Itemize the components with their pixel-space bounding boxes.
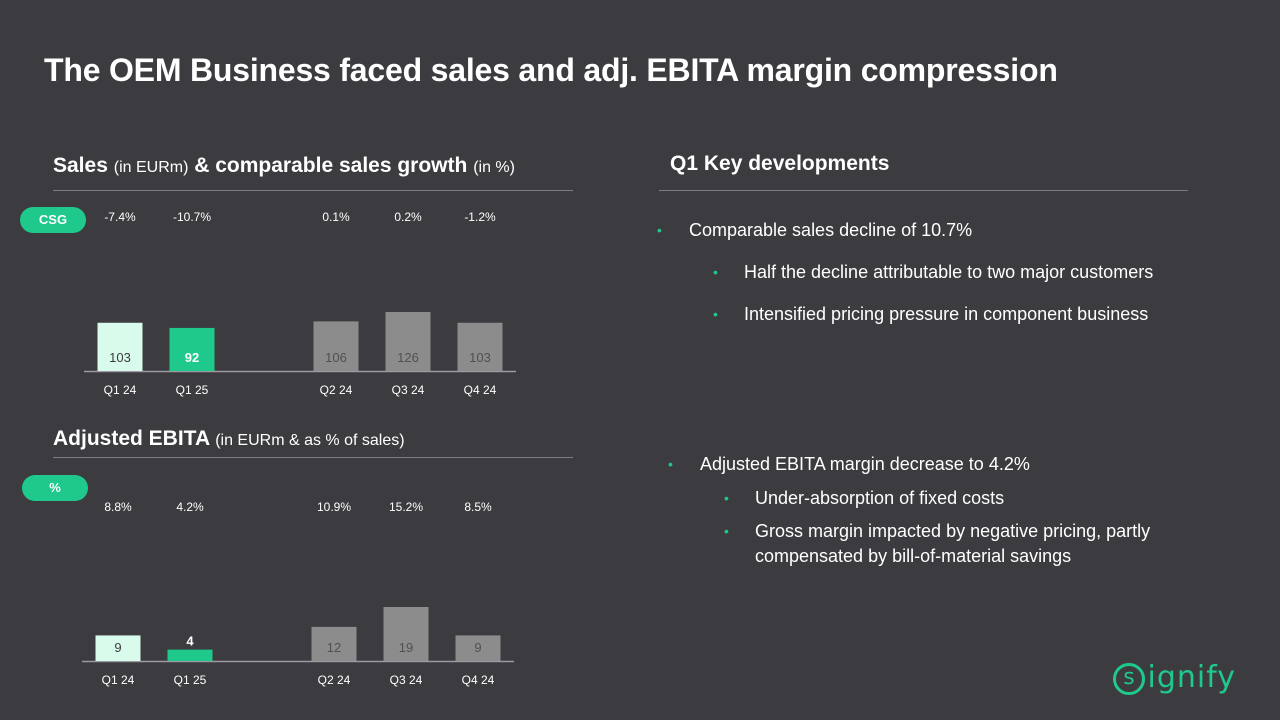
x-tick-label: Q4 24 bbox=[462, 673, 495, 687]
x-tick-label: Q1 24 bbox=[102, 673, 135, 687]
bullet-gross-margin-line2: compensated by bill-of-material savings bbox=[755, 546, 1072, 566]
bar-value-label: 9 bbox=[474, 640, 481, 655]
percent-badge: % bbox=[22, 475, 88, 501]
bullet-dot: • bbox=[657, 222, 662, 238]
growth-label: 15.2% bbox=[389, 500, 423, 514]
bar-q2-24 bbox=[313, 321, 359, 371]
bar-q1-25 bbox=[169, 327, 215, 371]
sales-heading-unit: (in EURm) bbox=[113, 159, 189, 176]
growth-label: -7.4% bbox=[104, 210, 136, 224]
bar-q1-24 bbox=[95, 635, 141, 661]
growth-label: 10.9% bbox=[317, 500, 351, 514]
bullet-dot: • bbox=[713, 306, 718, 322]
sales-bar-chart: 103 Q1 24 -7.4% 92 Q1 25 -10.7% 106 Q2 24 0.1% 12… bbox=[84, 210, 516, 397]
bullet-major-customers: Half the decline attributable to two maj… bbox=[744, 262, 1154, 282]
sales-chart-heading: Sales (in EURm) & comparable sales growt… bbox=[53, 154, 515, 178]
sales-heading-main2: & comparable sales growth bbox=[194, 154, 468, 177]
bar-q3-24 bbox=[383, 607, 429, 661]
signify-logo: s ignify bbox=[1113, 660, 1236, 695]
bar-value-label: 12 bbox=[327, 640, 341, 655]
bar-value-label: 19 bbox=[399, 640, 413, 655]
sales-heading-main: Sales bbox=[53, 154, 108, 177]
x-tick-label: Q1 25 bbox=[176, 383, 209, 397]
signify-logo-text: ignify bbox=[1147, 660, 1236, 695]
growth-label: 4.2% bbox=[176, 500, 204, 514]
bullet-dot: • bbox=[724, 490, 729, 506]
bar-q4-24 bbox=[457, 322, 503, 371]
growth-label: -1.2% bbox=[464, 210, 496, 224]
ebita-heading-rule bbox=[53, 457, 573, 458]
ebita-chart-heading: Adjusted EBITA (in EURm & as % of sales) bbox=[53, 427, 405, 451]
bar-value-label: 9 bbox=[114, 640, 121, 655]
bullet-fixed-costs: Under-absorption of fixed costs bbox=[755, 488, 1005, 508]
bullet-dot: • bbox=[724, 523, 729, 539]
bullet-dot: • bbox=[713, 264, 718, 280]
charts-canvas: 103 Q1 24 -7.4% 92 Q1 25 -10.7% 106 Q2 24 0.1% 12… bbox=[82, 210, 516, 687]
bar-value-label: 103 bbox=[469, 350, 491, 365]
signify-logo-mark: s bbox=[1113, 663, 1146, 695]
x-tick-label: Q1 24 bbox=[104, 383, 137, 397]
bullet-ebita-margin: Adjusted EBITA margin decrease to 4.2% bbox=[700, 454, 1030, 474]
bar-q4-24 bbox=[455, 635, 501, 661]
bar-value-label: 4 bbox=[186, 634, 194, 649]
x-tick-label: Q3 24 bbox=[390, 673, 423, 687]
bar-value-label: 103 bbox=[109, 350, 131, 365]
bar-value-label: 92 bbox=[185, 350, 199, 365]
x-tick-label: Q1 25 bbox=[174, 673, 207, 687]
x-tick-label: Q4 24 bbox=[464, 383, 497, 397]
ebita-heading-main: Adjusted EBITA bbox=[53, 427, 210, 450]
x-tick-label: Q2 24 bbox=[320, 383, 353, 397]
bar-q1-24 bbox=[97, 322, 143, 371]
x-tick-label: Q3 24 bbox=[392, 383, 425, 397]
bar-q1-25 bbox=[167, 649, 213, 661]
bar-value-label: 106 bbox=[325, 350, 347, 365]
ebita-bar-chart: 9 Q1 24 8.8% 4 Q1 25 4.2% 12 Q2 24 10.9% 19 Q3 24 1… bbox=[82, 500, 514, 687]
bar-q3-24 bbox=[385, 312, 431, 371]
page-title: The OEM Business faced sales and adj. EB… bbox=[44, 52, 1058, 88]
bullet-gross-margin-line1: Gross margin impacted by negative pricin… bbox=[755, 521, 1151, 541]
growth-label: 8.5% bbox=[464, 500, 492, 514]
bullet-pricing-pressure: Intensified pricing pressure in componen… bbox=[744, 304, 1149, 324]
key-developments-heading: Q1 Key developments bbox=[670, 152, 890, 175]
bullet-dot: • bbox=[668, 456, 673, 472]
bullet-sales-decline: Comparable sales decline of 10.7% bbox=[689, 220, 973, 240]
bar-value-label: 126 bbox=[397, 350, 419, 365]
key-heading-rule bbox=[659, 190, 1188, 191]
ebita-heading-unit: (in EURm & as % of sales) bbox=[215, 432, 405, 449]
growth-label: 0.1% bbox=[322, 210, 350, 224]
growth-label: 8.8% bbox=[104, 500, 132, 514]
sales-heading-unit2: (in %) bbox=[473, 159, 515, 176]
bar-q2-24 bbox=[311, 626, 357, 661]
growth-label: -10.7% bbox=[173, 210, 211, 224]
sales-heading-rule bbox=[53, 190, 573, 191]
growth-label: 0.2% bbox=[394, 210, 422, 224]
x-tick-label: Q2 24 bbox=[318, 673, 351, 687]
csg-badge: CSG bbox=[20, 207, 86, 233]
